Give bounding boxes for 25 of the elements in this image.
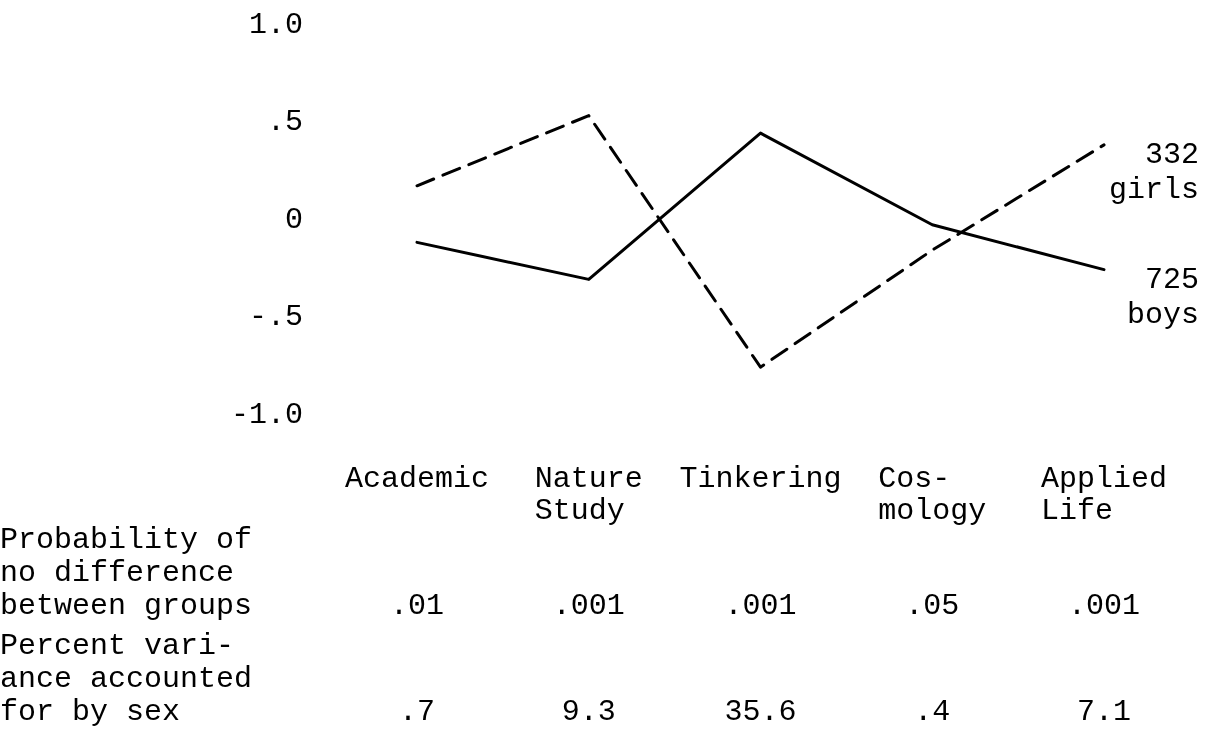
- x-tick-label: Academic: [345, 462, 490, 496]
- y-tick-label: .5: [266, 105, 303, 139]
- text: 35.6: [724, 695, 797, 729]
- text: .001: [1067, 589, 1141, 623]
- x-tick-label: Tinkering: [679, 462, 842, 496]
- text: Probability of no difference between groups: [0, 523, 253, 623]
- x-tick-label: Cos- mology: [878, 462, 987, 528]
- x-tick-label: Applied Life: [1041, 462, 1168, 528]
- text: 9.3: [561, 695, 616, 729]
- series-label: 332 girls: [1108, 137, 1199, 207]
- text: Percent vari- ance accounted for by sex: [0, 629, 253, 729]
- text: .001: [552, 589, 625, 623]
- text: .4: [914, 695, 951, 729]
- x-tick-label: Nature Study: [534, 462, 643, 528]
- series-label: 725 boys: [1126, 262, 1199, 332]
- text: .7: [398, 695, 436, 729]
- y-tick-label: -1.0: [230, 397, 303, 432]
- text: .05: [905, 589, 960, 623]
- y-tick-label: -.5: [248, 300, 303, 334]
- line-series: [415, 114, 1106, 369]
- text: 7.1: [1076, 695, 1132, 729]
- y-tick-label: 0: [284, 202, 303, 237]
- text: .01: [389, 589, 445, 623]
- text: .001: [724, 589, 797, 623]
- y-tick-label: 1.0: [248, 7, 303, 42]
